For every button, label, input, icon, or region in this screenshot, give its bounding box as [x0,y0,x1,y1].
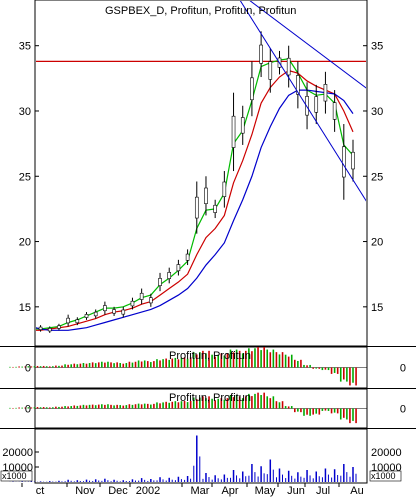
x-axis-label: Jun [287,485,305,497]
volume-unit-box-right [369,470,402,482]
x-axis-label: Mar [191,485,210,497]
price-candle-body [130,300,135,307]
price-candle-body [204,187,208,204]
price-candle-body [194,196,199,219]
volume-unit-left: x1000 [2,471,27,481]
price-candle-body [121,309,126,315]
x-axis-label: 2002 [136,485,160,497]
price-candle-body [139,292,144,300]
price-candle-body [351,151,355,170]
price-candle-body [93,311,98,317]
x-axis-label: Apr [221,485,238,497]
volume-y-label-left: 20000 [2,447,33,459]
price-candle-body [268,61,273,80]
x-axis-label: May [255,485,276,497]
price-candle-body [112,309,116,314]
price-candle-body [158,278,162,286]
price-candle-body [296,75,300,95]
x-axis-label: Nov [75,485,95,497]
price-candle-body [213,204,217,213]
oscillator-1-title: Profitun, Profitun [169,350,251,362]
price-y-label-right: 25 [371,171,383,183]
volume-y-label-right: 20000 [371,447,402,459]
price-candle-body [66,317,70,324]
price-candle-body [250,77,254,101]
price-candle-body [286,57,291,76]
oscillator-2-y-label-left: 0 [25,404,31,416]
price-candle-body [305,96,309,116]
x-axis-label: ct [36,485,45,497]
oscillator-1-y-label-right: 0 [400,363,406,375]
price-y-label-right: 35 [371,41,383,53]
price-candle-body [342,146,346,178]
oscillator-1-y-label-left: 0 [25,363,31,375]
x-axis-label: Dec [108,485,128,497]
price-candle-body [103,305,107,312]
price-y-label-left: 25 [19,171,31,183]
price-candle-body [259,44,263,64]
price-y-label-left: 30 [19,106,31,118]
price-y-label-left: 15 [19,302,31,314]
x-axis-label: Jul [316,485,330,497]
price-candle-body [57,325,61,329]
price-candle-body [176,264,181,272]
price-candle-body [75,319,80,324]
price-y-label-right: 15 [371,302,383,314]
price-y-label-left: 35 [19,41,31,53]
trendline-2 [239,1,366,202]
price-y-label-left: 20 [19,237,31,249]
price-candle-body [149,297,153,304]
price-candle-body [332,102,337,120]
price-chart-title: GSPBEX_D, Profitun, Profitun, Profitun [105,5,296,17]
volume-unit-box-left [0,470,33,482]
x-axis-label: Au [350,485,363,497]
price-candle-body [222,181,227,197]
price-candle-body [314,96,319,113]
price-plot-area [36,1,366,333]
oscillator-2-y-label-right: 0 [400,404,406,416]
price-y-label-right: 30 [371,106,383,118]
trendline-1 [249,1,366,89]
price-candle-body [323,84,328,102]
price-candle-body [185,253,190,261]
price-y-label-right: 20 [371,237,383,249]
price-candle-body [38,326,43,330]
oscillator-2-title: Profitun, Profitun [169,392,251,404]
volume-unit-right: x1000 [371,471,396,481]
moving-average-line-2 [36,69,354,331]
price-candle-body [231,115,236,148]
price-candle-body [47,328,52,332]
price-candle-body [84,314,89,318]
price-candle-body [167,272,172,279]
price-candle-body [240,117,245,134]
